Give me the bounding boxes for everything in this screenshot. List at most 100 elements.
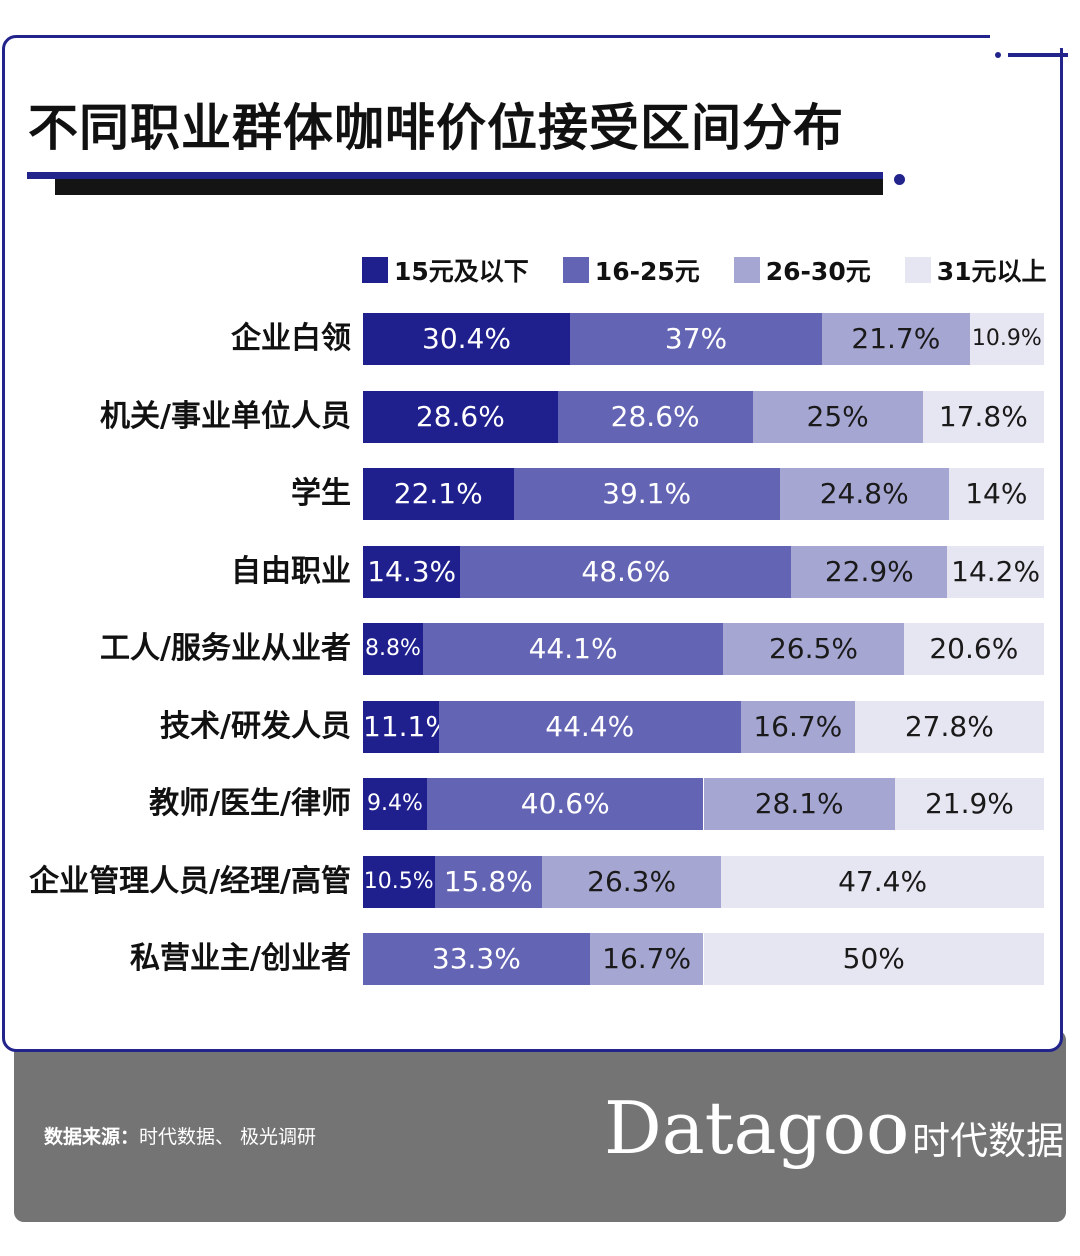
bar-segment bbox=[723, 623, 904, 675]
bar-segment bbox=[513, 468, 780, 520]
bar-value-label: 14% bbox=[965, 477, 1028, 510]
bar-value-label: 9.4% bbox=[367, 791, 423, 816]
bar-segment bbox=[363, 778, 427, 830]
source-text: 时代数据、 极光调研 bbox=[139, 1126, 317, 1148]
bar-value-label: 16.7% bbox=[602, 942, 692, 975]
bar-value-label: 24.8% bbox=[819, 477, 909, 510]
legend-swatch bbox=[904, 257, 931, 283]
bar-value-label: 17.8% bbox=[938, 399, 1028, 433]
title-underline-blue bbox=[27, 172, 883, 179]
bar-value-label: 22.1% bbox=[393, 477, 483, 510]
bar-segment bbox=[363, 623, 423, 675]
bar-value-label: 30.4% bbox=[422, 322, 511, 355]
bar-segment bbox=[460, 545, 792, 598]
card-corner-mask bbox=[990, 28, 1080, 48]
chart-title: 不同职业群体咖啡价位接受区间分布 bbox=[28, 99, 844, 157]
bar-segment bbox=[752, 390, 923, 443]
legend-swatch bbox=[362, 257, 388, 283]
bar-value-label: 37% bbox=[664, 322, 728, 355]
bar-segment bbox=[740, 700, 855, 753]
bar-segment bbox=[542, 855, 722, 908]
bar-value-label: 10.5% bbox=[363, 868, 434, 894]
bar-value-label: 27.8% bbox=[904, 709, 994, 743]
legend-label: 15元及以下 bbox=[394, 257, 529, 286]
source-label: 数据来源： bbox=[44, 1126, 140, 1148]
bar-segment bbox=[363, 468, 514, 520]
legend-item: 15元及以下 bbox=[362, 252, 529, 288]
bar-value-label: 28.1% bbox=[754, 787, 844, 820]
bar-value-label: 20.6% bbox=[929, 632, 1019, 665]
bar-segment bbox=[363, 545, 461, 598]
legend-label: 31元以上 bbox=[936, 257, 1047, 286]
legend: 15元及以下 16-25元 26-30元 31元以上 bbox=[362, 252, 1052, 288]
data-source: 数据来源：时代数据、 极光调研 bbox=[44, 1122, 316, 1149]
category-label: 技术/研发人员 bbox=[160, 708, 351, 744]
bar-value-label: 11.1% bbox=[363, 709, 452, 743]
bar-segment bbox=[894, 778, 1044, 830]
bar-segment bbox=[363, 390, 558, 443]
bar-segment bbox=[703, 933, 1044, 985]
bar-segment bbox=[570, 313, 822, 365]
bar-value-label: 44.4% bbox=[545, 709, 635, 743]
title-underline-dot bbox=[894, 174, 905, 185]
bar-segment bbox=[721, 855, 1044, 908]
legend-item: 16-25元 bbox=[562, 252, 700, 288]
bar-value-label: 26.5% bbox=[768, 632, 858, 665]
brand-separator bbox=[896, 1118, 899, 1150]
bar-segment bbox=[427, 778, 704, 830]
bar-segment bbox=[922, 390, 1044, 443]
bar-segment bbox=[434, 855, 543, 908]
bar-segment bbox=[363, 700, 439, 753]
legend-item: 31元以上 bbox=[904, 252, 1047, 288]
bar-value-label: 21.7% bbox=[851, 322, 941, 355]
legend-swatch bbox=[733, 257, 760, 283]
bar-segment bbox=[791, 545, 948, 598]
bar-segment bbox=[969, 313, 1044, 365]
bar-value-label: 28.6% bbox=[415, 399, 505, 433]
bar-segment bbox=[557, 390, 753, 443]
bar-segment bbox=[363, 855, 435, 908]
bar-segment bbox=[363, 933, 590, 985]
category-label: 教师/医生/律师 bbox=[149, 786, 351, 821]
title-underline-dark bbox=[55, 178, 883, 195]
bar-value-label: 40.6% bbox=[520, 787, 610, 820]
category-label: 自由职业 bbox=[231, 553, 351, 589]
category-label: 私营业主/创业者 bbox=[130, 941, 351, 976]
bar-segment bbox=[589, 933, 704, 985]
bar-segment bbox=[821, 313, 970, 365]
bar-segment bbox=[948, 468, 1044, 520]
bar-segment bbox=[779, 468, 949, 520]
bar-segment bbox=[903, 623, 1044, 675]
category-label: 企业管理人员/经理/高管 bbox=[29, 863, 351, 899]
bar-value-label: 25% bbox=[806, 399, 869, 433]
bar-value-label: 15.8% bbox=[443, 864, 533, 898]
corner-line bbox=[1008, 53, 1068, 57]
bar-value-label: 28.6% bbox=[610, 399, 700, 433]
category-label: 工人/服务业从业者 bbox=[100, 631, 351, 666]
legend-swatch bbox=[562, 257, 589, 283]
bar-segment bbox=[422, 623, 724, 675]
stacked-bar-plot: 企业白领 30.4% 37% 21.7% 10.9% 机关/事业单位人员 28.6% 28.6… bbox=[29, 313, 1044, 985]
bar-segment bbox=[438, 700, 741, 753]
bar-value-label: 10.9% bbox=[971, 326, 1042, 351]
legend-label: 16-25元 bbox=[594, 257, 700, 286]
legend-item: 26-30元 bbox=[733, 252, 871, 288]
category-label: 企业白领 bbox=[231, 321, 351, 356]
bar-value-label: 16.7% bbox=[753, 709, 843, 743]
bar-value-label: 48.6% bbox=[581, 554, 671, 588]
bar-segment bbox=[703, 778, 895, 830]
legend-label: 26-30元 bbox=[765, 257, 871, 286]
bar-segment bbox=[363, 313, 571, 365]
bar-value-label: 50% bbox=[842, 942, 905, 975]
bar-value-label: 33.3% bbox=[431, 942, 521, 975]
bar-value-label: 8.8% bbox=[365, 636, 421, 661]
category-label: 学生 bbox=[291, 476, 351, 511]
bar-value-label: 14.2% bbox=[951, 554, 1041, 588]
bar-segment bbox=[947, 545, 1044, 598]
bar-value-label: 22.9% bbox=[824, 554, 914, 588]
bar-value-label: 14.3% bbox=[367, 554, 457, 588]
corner-dot bbox=[995, 52, 1001, 58]
brand-logo: Datagoo bbox=[604, 1086, 910, 1170]
bar-segment bbox=[854, 700, 1044, 753]
brand-name-cn: 时代数据 bbox=[912, 1119, 1065, 1163]
